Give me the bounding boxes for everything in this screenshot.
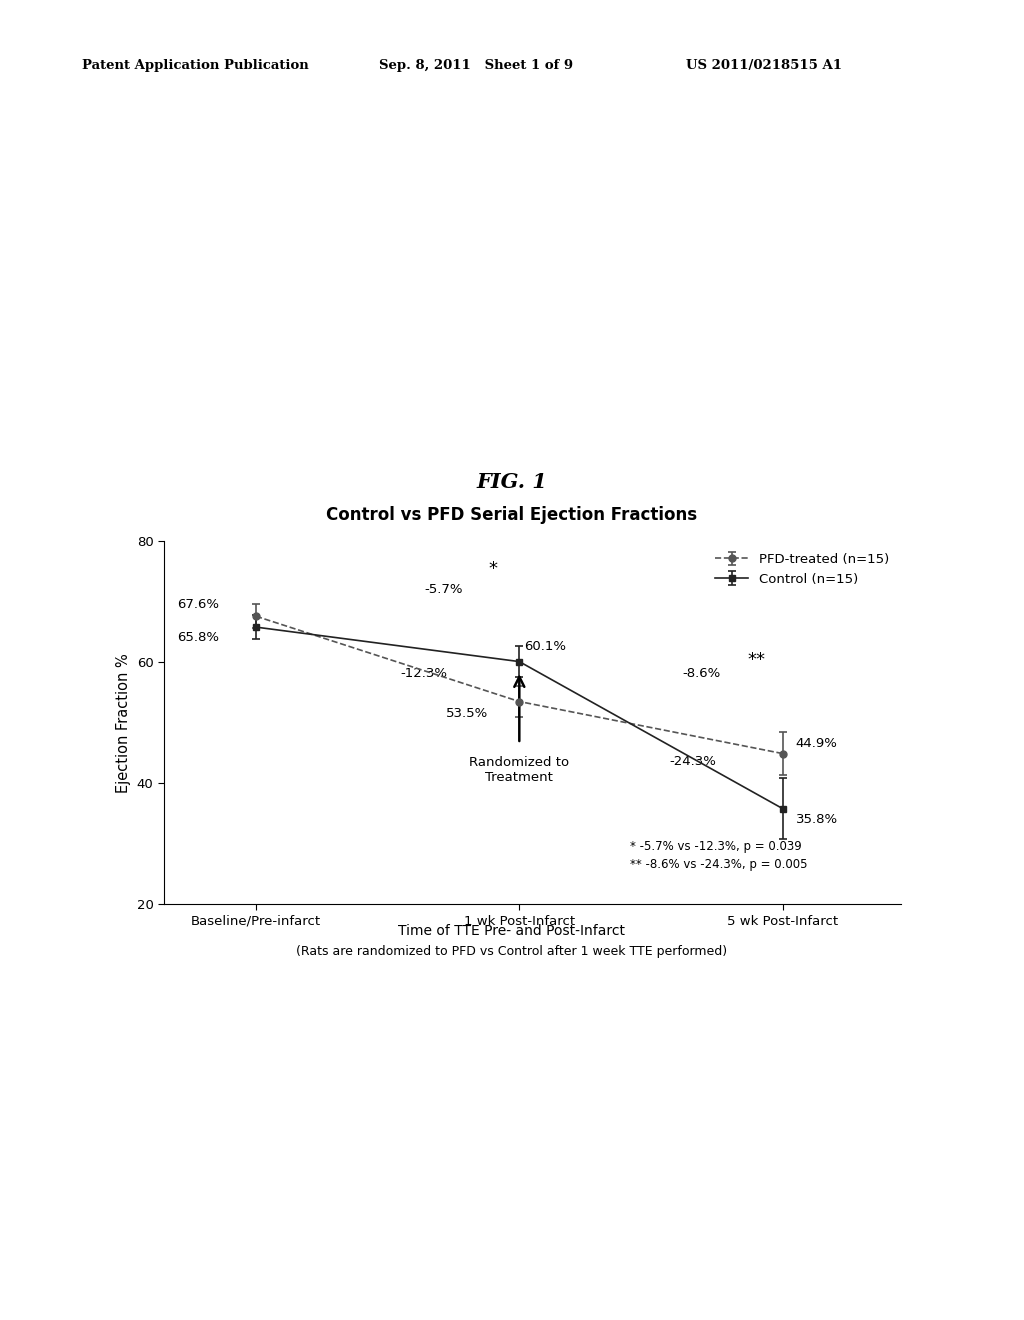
- Text: Time of TTE Pre- and Post-Infarct: Time of TTE Pre- and Post-Infarct: [398, 924, 626, 939]
- Text: 65.8%: 65.8%: [177, 631, 219, 644]
- Text: Randomized to
Treatment: Randomized to Treatment: [469, 756, 569, 784]
- Text: (Rats are randomized to PFD vs Control after 1 week TTE performed): (Rats are randomized to PFD vs Control a…: [296, 945, 728, 958]
- Text: 60.1%: 60.1%: [524, 640, 566, 653]
- Text: 44.9%: 44.9%: [796, 737, 838, 750]
- Text: -24.3%: -24.3%: [670, 755, 716, 768]
- Y-axis label: Ejection Fraction %: Ejection Fraction %: [116, 653, 131, 792]
- Text: Control vs PFD Serial Ejection Fractions: Control vs PFD Serial Ejection Fractions: [327, 506, 697, 524]
- Text: 67.6%: 67.6%: [177, 598, 219, 611]
- Text: 53.5%: 53.5%: [445, 706, 487, 719]
- Legend: PFD-treated (n=15), Control (n=15): PFD-treated (n=15), Control (n=15): [711, 548, 895, 591]
- Text: ** -8.6% vs -24.3%, p = 0.005: ** -8.6% vs -24.3%, p = 0.005: [630, 858, 807, 871]
- Text: *: *: [488, 561, 498, 578]
- Text: 35.8%: 35.8%: [796, 813, 838, 825]
- Text: * -5.7% vs -12.3%, p = 0.039: * -5.7% vs -12.3%, p = 0.039: [630, 840, 802, 853]
- Text: US 2011/0218515 A1: US 2011/0218515 A1: [686, 59, 842, 73]
- Text: -12.3%: -12.3%: [400, 668, 447, 680]
- Text: -8.6%: -8.6%: [683, 668, 721, 680]
- Text: Patent Application Publication: Patent Application Publication: [82, 59, 308, 73]
- Text: Sep. 8, 2011   Sheet 1 of 9: Sep. 8, 2011 Sheet 1 of 9: [379, 59, 573, 73]
- Text: -5.7%: -5.7%: [425, 582, 463, 595]
- Text: **: **: [748, 651, 765, 669]
- Text: FIG. 1: FIG. 1: [476, 471, 548, 492]
